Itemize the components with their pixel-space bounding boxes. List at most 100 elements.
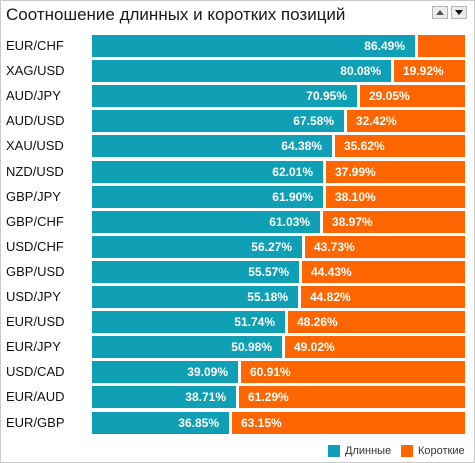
data-label-long: 55.57% xyxy=(248,265,289,279)
category-label: USD/CHF xyxy=(6,239,64,254)
data-label-short: 49.02% xyxy=(294,340,335,354)
bar-long xyxy=(92,236,302,258)
category-label: GBP/CHF xyxy=(6,214,64,229)
bar-row: USD/CHF 56.27% 43.73% xyxy=(0,236,475,258)
arrow-up-icon xyxy=(436,10,444,15)
bar-long xyxy=(92,161,323,183)
data-label-short: 48.26% xyxy=(297,315,338,329)
data-label-long: 50.98% xyxy=(231,340,272,354)
bar-row: GBP/USD 55.57% 44.43% xyxy=(0,261,475,283)
bar-row: EUR/GBP 36.85% 63.15% xyxy=(0,412,475,434)
category-label: XAG/USD xyxy=(6,63,65,78)
data-label-short: 29.05% xyxy=(369,89,410,103)
data-label-short: 43.73% xyxy=(314,240,355,254)
data-label-long: 80.08% xyxy=(340,64,381,78)
bar-long xyxy=(92,336,282,358)
bar-long xyxy=(92,412,229,434)
category-label: EUR/CHF xyxy=(6,38,64,53)
bar-short xyxy=(326,186,465,208)
bar-long xyxy=(92,286,298,308)
data-label-long: 64.38% xyxy=(281,139,322,153)
bar-long xyxy=(92,186,323,208)
category-label: USD/JPY xyxy=(6,289,61,304)
data-label-long: 55.18% xyxy=(247,290,288,304)
category-label: EUR/AUD xyxy=(6,389,65,404)
bar-short xyxy=(347,110,465,132)
bar-short xyxy=(394,60,465,82)
bar-short xyxy=(239,386,465,408)
bar-long xyxy=(92,35,415,57)
category-label: EUR/USD xyxy=(6,314,65,329)
sort-ascending-button[interactable] xyxy=(432,6,448,19)
bar-short xyxy=(323,211,465,233)
category-label: GBP/JPY xyxy=(6,189,61,204)
bar-row: EUR/JPY 50.98% 49.02% xyxy=(0,336,475,358)
data-label-short: 44.82% xyxy=(310,290,351,304)
bar-row: USD/CAD 39.09% 60.91% xyxy=(0,361,475,383)
data-label-long: 70.95% xyxy=(306,89,347,103)
bar-short xyxy=(241,361,465,383)
bar-row: EUR/CHF 86.49% xyxy=(0,35,475,57)
bar-long xyxy=(92,211,320,233)
data-label-long: 36.85% xyxy=(178,416,219,430)
category-label: EUR/JPY xyxy=(6,339,61,354)
category-label: AUD/JPY xyxy=(6,88,61,103)
data-label-long: 61.90% xyxy=(272,190,313,204)
data-label-short: 37.99% xyxy=(335,165,376,179)
bar-row: EUR/USD 51.74% 48.26% xyxy=(0,311,475,333)
legend-label-long: Длинные xyxy=(345,445,392,457)
category-label: USD/CAD xyxy=(6,364,65,379)
sort-descending-button[interactable] xyxy=(451,6,467,19)
bar-row: XAU/USD 64.38% 35.62% xyxy=(0,135,475,157)
bar-long xyxy=(92,110,344,132)
bar-row: NZD/USD 62.01% 37.99% xyxy=(0,161,475,183)
bar-long xyxy=(92,311,285,333)
data-label-short: 32.42% xyxy=(356,114,397,128)
bar-short xyxy=(418,35,465,57)
bar-row: GBP/JPY 61.90% 38.10% xyxy=(0,186,475,208)
data-label-long: 61.03% xyxy=(269,215,310,229)
category-label: XAU/USD xyxy=(6,138,64,153)
bar-short xyxy=(232,412,465,434)
data-label-long: 39.09% xyxy=(187,365,228,379)
bar-row: GBP/CHF 61.03% 38.97% xyxy=(0,211,475,233)
data-label-short: 44.43% xyxy=(311,265,352,279)
bar-short xyxy=(326,161,465,183)
data-label-long: 86.49% xyxy=(364,39,405,53)
legend-swatch-long xyxy=(328,445,340,457)
chart-title: Соотношение длинных и коротких позиций xyxy=(6,5,346,24)
bar-long xyxy=(92,261,299,283)
data-label-long: 38.71% xyxy=(185,390,226,404)
data-label-short: 35.62% xyxy=(344,139,385,153)
bar-row: AUD/JPY 70.95% 29.05% xyxy=(0,85,475,107)
category-label: EUR/GBP xyxy=(6,415,65,430)
category-label: NZD/USD xyxy=(6,164,64,179)
bar-long xyxy=(92,135,332,157)
data-label-short: 19.92% xyxy=(403,64,444,78)
bar-short xyxy=(285,336,465,358)
bar-long xyxy=(92,85,357,107)
data-label-long: 56.27% xyxy=(251,240,292,254)
data-label-short: 38.97% xyxy=(332,215,373,229)
bar-long xyxy=(92,361,238,383)
bar-row: XAG/USD 80.08% 19.92% xyxy=(0,60,475,82)
bar-short xyxy=(288,311,465,333)
bar-short xyxy=(302,261,465,283)
bar-row: EUR/AUD 38.71% 61.29% xyxy=(0,386,475,408)
data-label-long: 62.01% xyxy=(272,165,313,179)
legend-swatch-short xyxy=(401,445,413,457)
data-label-short: 61.29% xyxy=(248,390,289,404)
bar-long xyxy=(92,60,391,82)
data-label-short: 63.15% xyxy=(241,416,282,430)
bar-short xyxy=(335,135,465,157)
data-label-long: 67.58% xyxy=(293,114,334,128)
data-label-short: 60.91% xyxy=(250,365,291,379)
bar-short xyxy=(305,236,465,258)
bar-row: USD/JPY 55.18% 44.82% xyxy=(0,286,475,308)
arrow-down-icon xyxy=(455,10,463,15)
data-label-short: 38.10% xyxy=(335,190,376,204)
legend-label-short: Короткие xyxy=(418,445,465,457)
bar-long xyxy=(92,386,236,408)
category-label: GBP/USD xyxy=(6,264,65,279)
bar-row: AUD/USD 67.58% 32.42% xyxy=(0,110,475,132)
